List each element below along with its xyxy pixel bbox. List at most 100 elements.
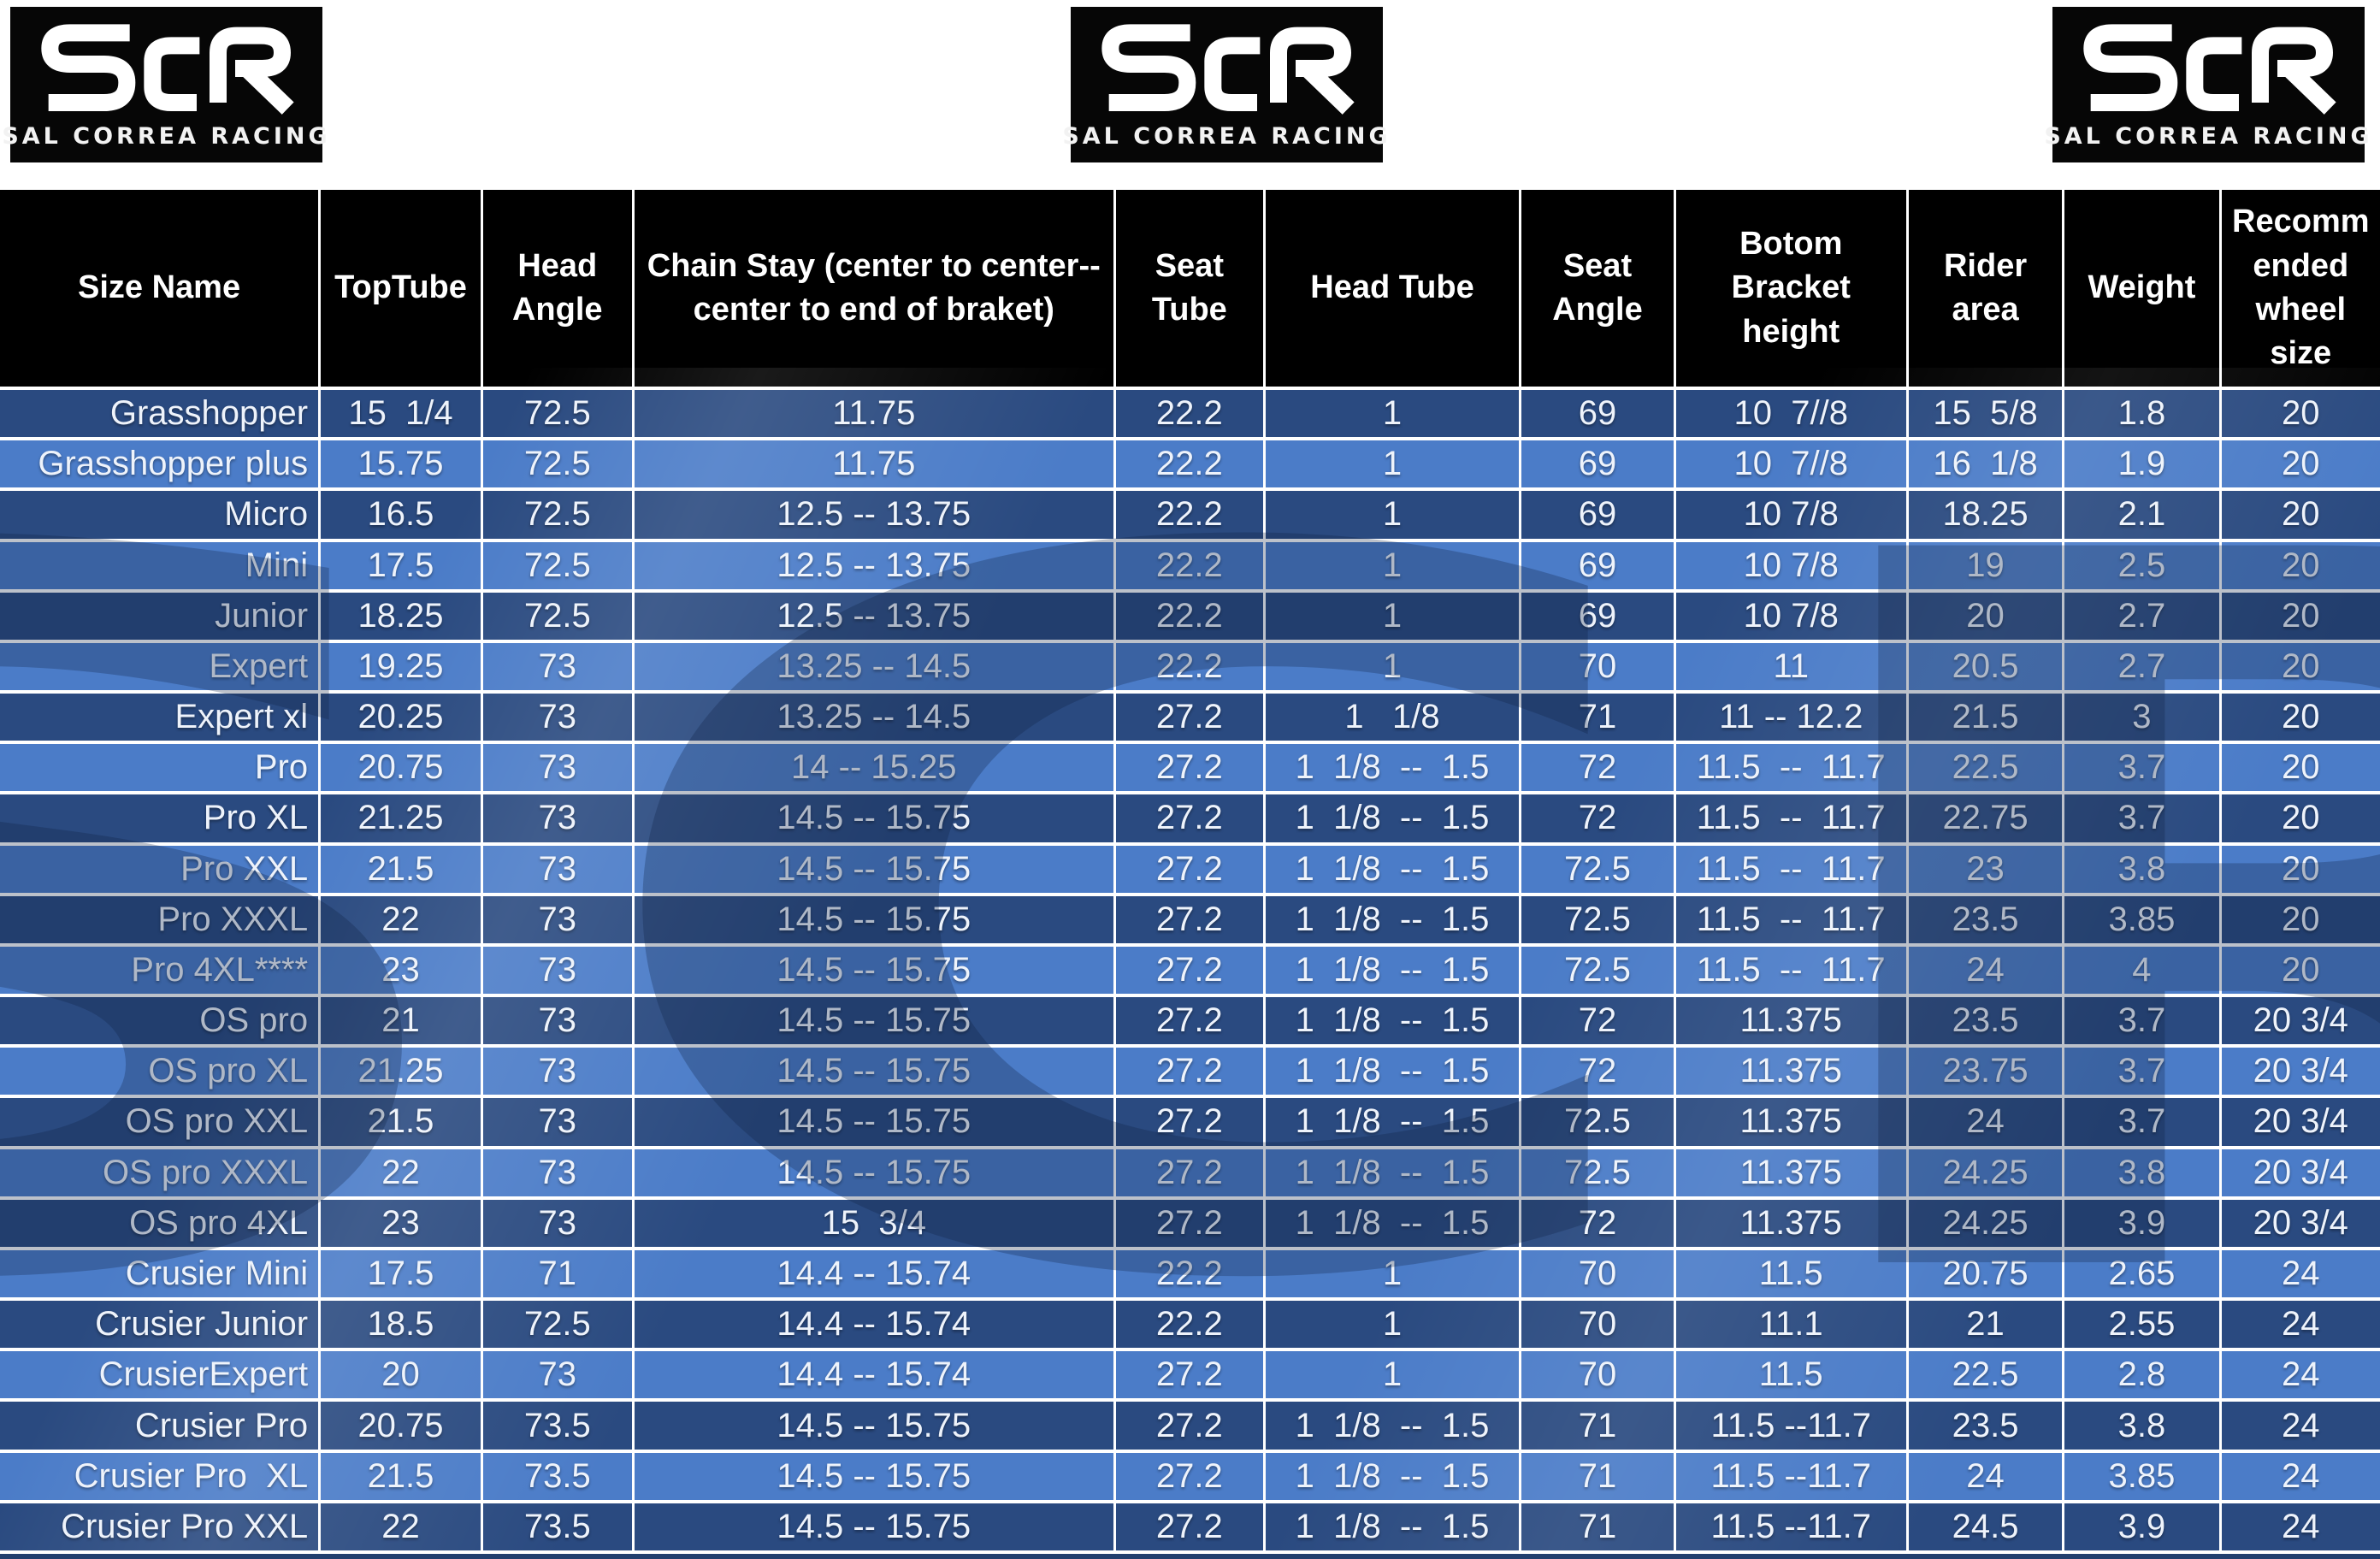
cell: 10 7/8 bbox=[1673, 538, 1909, 593]
cell: 72.5 bbox=[1519, 842, 1676, 896]
cell: 11.75 bbox=[631, 437, 1116, 492]
cell: 27.2 bbox=[1113, 791, 1266, 846]
cell: 20 bbox=[2218, 386, 2380, 441]
cell: 14.4 -- 15.74 bbox=[631, 1297, 1116, 1352]
cell: 3.85 bbox=[2062, 892, 2222, 947]
size-name-cell: Pro bbox=[0, 741, 322, 795]
cell: 22.2 bbox=[1113, 639, 1266, 694]
size-name-cell: OS pro bbox=[0, 994, 322, 1048]
cell: 73.5 bbox=[480, 1398, 635, 1453]
cell: 20.75 bbox=[318, 741, 483, 795]
size-name-cell: OS pro XXXL bbox=[0, 1145, 322, 1200]
table-row: CrusierExpert 20 73 14.4 -- 15.74 27.2 1 70 11.… bbox=[0, 1348, 2380, 1403]
cell: 21.25 bbox=[318, 791, 483, 846]
size-name-cell: Crusier Junior bbox=[0, 1297, 322, 1352]
size-name-cell: Pro 4XL**** bbox=[0, 942, 322, 998]
cell: 2.8 bbox=[2062, 1348, 2222, 1403]
cell: 70 bbox=[1519, 1297, 1676, 1352]
cell: 22.5 bbox=[1905, 1348, 2065, 1403]
size-name-cell: Expert bbox=[0, 639, 322, 694]
size-name-cell: Micro bbox=[0, 487, 322, 542]
cell: 18.25 bbox=[1905, 487, 2065, 542]
cell: 2.5 bbox=[2062, 538, 2222, 593]
cell: 1 bbox=[1262, 588, 1522, 643]
cell: 72 bbox=[1519, 994, 1676, 1048]
cell: 1 1/8 -- 1.5 bbox=[1262, 1499, 1522, 1555]
cell: 10 7/8 bbox=[1673, 487, 1909, 542]
cell: 1 bbox=[1262, 1348, 1522, 1403]
column-header: Botom Bracket height bbox=[1673, 190, 1909, 390]
size-name-cell: Junior bbox=[0, 588, 322, 643]
cell: 3.7 bbox=[2062, 741, 2222, 795]
cell: 20.25 bbox=[318, 690, 483, 745]
table-row: OS pro XXXL 22 73 14.5 -- 15.75 27.2 1 1/8 --… bbox=[0, 1145, 2380, 1200]
cell: 24.25 bbox=[1905, 1145, 2065, 1200]
cell: 24 bbox=[2218, 1297, 2380, 1352]
size-name-cell: Pro XXXL bbox=[0, 892, 322, 947]
cell: 14.5 -- 15.75 bbox=[631, 1398, 1116, 1453]
cell: 12.5 -- 13.75 bbox=[631, 588, 1116, 643]
cell: 3.8 bbox=[2062, 1398, 2222, 1453]
cell: 3.8 bbox=[2062, 1145, 2222, 1200]
cell: 14.5 -- 15.75 bbox=[631, 1499, 1116, 1555]
cell: 16.5 bbox=[318, 487, 483, 542]
cell: 27.2 bbox=[1113, 1449, 1266, 1503]
cell: 24 bbox=[1905, 1449, 2065, 1503]
cell: 72 bbox=[1519, 1196, 1676, 1250]
cell: 69 bbox=[1519, 487, 1676, 542]
cell: 24 bbox=[1905, 1095, 2065, 1149]
cell: 10 7//8 bbox=[1673, 386, 1909, 441]
cell: 13.25 -- 14.5 bbox=[631, 690, 1116, 745]
cell: 21.25 bbox=[318, 1044, 483, 1099]
cell: 73 bbox=[480, 994, 635, 1048]
cell: 16 1/8 bbox=[1905, 437, 2065, 492]
cell: 27.2 bbox=[1113, 741, 1266, 795]
cell: 17.5 bbox=[318, 538, 483, 593]
cell: 20.75 bbox=[318, 1398, 483, 1453]
cell: 1 bbox=[1262, 639, 1522, 694]
cell: 27.2 bbox=[1113, 690, 1266, 745]
cell: 71 bbox=[480, 1246, 635, 1302]
table-row: OS pro XL 21.25 73 14.5 -- 15.75 27.2 1 1/8 -… bbox=[0, 1044, 2380, 1099]
column-header: Seat Angle bbox=[1519, 190, 1676, 390]
cell: 1 1/8 -- 1.5 bbox=[1262, 842, 1522, 896]
table-row: Expert 19.25 73 13.25 -- 14.5 22.2 1 70 11 20.5 2… bbox=[0, 639, 2380, 694]
cell: 3.9 bbox=[2062, 1196, 2222, 1250]
table-row: Crusier Pro XL 21.5 73.5 14.5 -- 15.75 27.2 1… bbox=[0, 1449, 2380, 1503]
cell: 14.4 -- 15.74 bbox=[631, 1348, 1116, 1403]
cell: 73.5 bbox=[480, 1499, 635, 1555]
cell: 27.2 bbox=[1113, 1499, 1266, 1555]
cell: 22.2 bbox=[1113, 538, 1266, 593]
cell: 1.9 bbox=[2062, 437, 2222, 492]
cell: 11.375 bbox=[1673, 994, 1909, 1048]
cell: 73 bbox=[480, 639, 635, 694]
cell: 22.75 bbox=[1905, 791, 2065, 846]
cell: 20 bbox=[2218, 588, 2380, 643]
cell: 20 bbox=[2218, 487, 2380, 542]
cell: 1 bbox=[1262, 538, 1522, 593]
cell: 22 bbox=[318, 1145, 483, 1200]
table-row: Grasshopper plus 15.75 72.5 11.75 22.2 1 69 10 … bbox=[0, 437, 2380, 492]
cell: 27.2 bbox=[1113, 1398, 1266, 1453]
cell: 1 1/8 bbox=[1262, 690, 1522, 745]
cell: 20 bbox=[2218, 690, 2380, 745]
cell: 72.5 bbox=[1519, 892, 1676, 947]
cell: 27.2 bbox=[1113, 1145, 1266, 1200]
table-row: Expert xl 20.25 73 13.25 -- 14.5 27.2 1 1/8 71… bbox=[0, 690, 2380, 745]
cell: 71 bbox=[1519, 1398, 1676, 1453]
cell: 72.5 bbox=[1519, 1145, 1676, 1200]
cell: 21.5 bbox=[318, 842, 483, 896]
cell: 22 bbox=[318, 892, 483, 947]
cell: 18.25 bbox=[318, 588, 483, 643]
scr-logo: SAL CORREA RACING bbox=[1062, 7, 1388, 162]
cell: 24 bbox=[2218, 1449, 2380, 1503]
cell: 11.5 --11.7 bbox=[1673, 1449, 1909, 1503]
cell: 11.5 --11.7 bbox=[1673, 1499, 1909, 1555]
cell: 73 bbox=[480, 741, 635, 795]
cell: 2.7 bbox=[2062, 639, 2222, 694]
table-row: Crusier Pro 20.75 73.5 14.5 -- 15.75 27.2 1 1… bbox=[0, 1398, 2380, 1453]
cell: 19 bbox=[1905, 538, 2065, 593]
cell: 11.375 bbox=[1673, 1095, 1909, 1149]
cell: 72.5 bbox=[480, 1297, 635, 1352]
cell: 24 bbox=[2218, 1398, 2380, 1453]
